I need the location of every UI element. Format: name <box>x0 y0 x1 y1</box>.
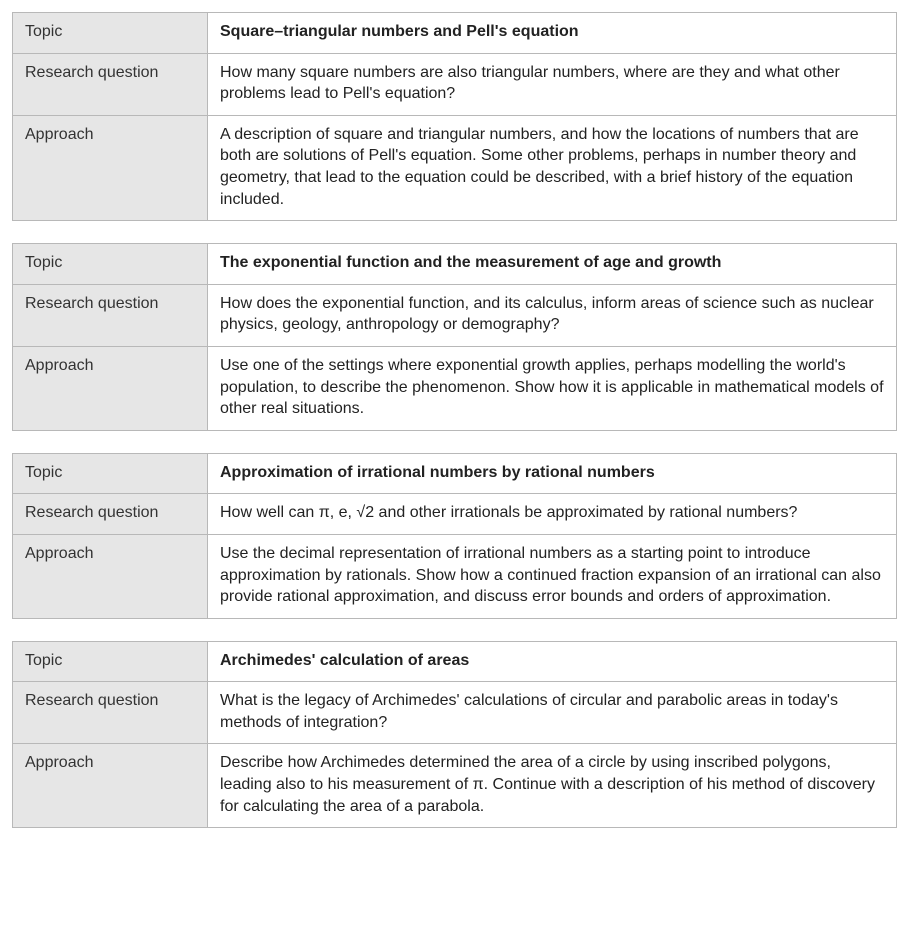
approach-label: Approach <box>13 115 208 220</box>
research-question-label: Research question <box>13 494 208 535</box>
topic-value: Square–triangular numbers and Pell's equ… <box>208 13 897 54</box>
research-question-value: How many square numbers are also triangu… <box>208 53 897 115</box>
approach-label: Approach <box>13 744 208 828</box>
topic-value: Approximation of irrational numbers by r… <box>208 453 897 494</box>
approach-value: Use one of the settings where exponentia… <box>208 346 897 430</box>
topic-table-2: Topic The exponential function and the m… <box>12 243 897 431</box>
approach-label: Approach <box>13 534 208 618</box>
topic-table-1: Topic Square–triangular numbers and Pell… <box>12 12 897 221</box>
approach-value: Describe how Archimedes determined the a… <box>208 744 897 828</box>
research-question-value: How does the exponential function, and i… <box>208 284 897 346</box>
topic-value: Archimedes' calculation of areas <box>208 641 897 682</box>
approach-value: Use the decimal representation of irrati… <box>208 534 897 618</box>
topic-label: Topic <box>13 13 208 54</box>
topic-label: Topic <box>13 641 208 682</box>
research-question-label: Research question <box>13 682 208 744</box>
topic-table-3: Topic Approximation of irrational number… <box>12 453 897 619</box>
research-question-label: Research question <box>13 284 208 346</box>
topic-label: Topic <box>13 244 208 285</box>
research-question-label: Research question <box>13 53 208 115</box>
research-question-value: How well can π, e, √2 and other irration… <box>208 494 897 535</box>
topic-label: Topic <box>13 453 208 494</box>
topic-table-4: Topic Archimedes' calculation of areas R… <box>12 641 897 829</box>
approach-value: A description of square and triangular n… <box>208 115 897 220</box>
approach-label: Approach <box>13 346 208 430</box>
topic-value: The exponential function and the measure… <box>208 244 897 285</box>
research-question-value: What is the legacy of Archimedes' calcul… <box>208 682 897 744</box>
